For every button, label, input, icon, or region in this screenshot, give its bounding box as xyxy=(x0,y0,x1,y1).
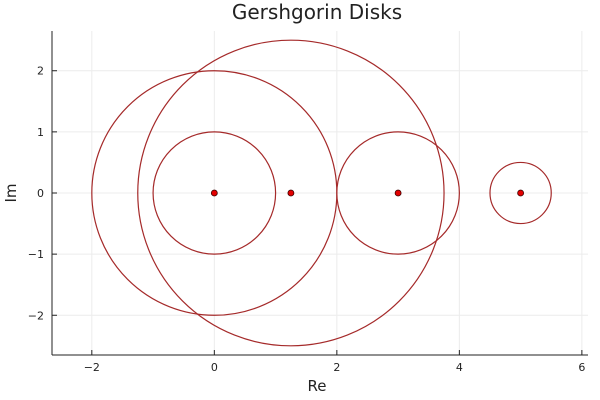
x-tick-label: 4 xyxy=(456,361,463,374)
eigen-center-point xyxy=(517,189,525,197)
grid-layer xyxy=(52,31,588,355)
axis-layer: −2 0 2 4 6 −2 −1 0 1 2 xyxy=(28,31,588,374)
disk-layer xyxy=(91,39,552,347)
eigen-center-point xyxy=(287,189,295,197)
y-tick-label: 0 xyxy=(37,187,44,200)
gershgorin-disk xyxy=(336,131,460,255)
y-tick-label: −2 xyxy=(28,309,44,322)
x-tick-label: 0 xyxy=(211,361,218,374)
gershgorin-disk xyxy=(489,161,552,225)
eigen-center-point xyxy=(210,189,218,197)
y-tick-label: 1 xyxy=(37,126,44,139)
y-tick-label: 2 xyxy=(37,65,44,78)
x-tick-label: 2 xyxy=(333,361,340,374)
gershgorin-disk xyxy=(137,39,445,347)
gershgorin-disk xyxy=(152,131,277,255)
x-tick-label: 6 xyxy=(578,361,585,374)
y-tick-label: −1 xyxy=(28,248,44,261)
eigen-center-point xyxy=(394,189,402,197)
point-layer xyxy=(210,189,525,197)
x-axis-label: Re xyxy=(308,377,327,395)
chart-title: Gershgorin Disks xyxy=(232,0,402,24)
y-axis-label: Im xyxy=(2,183,20,202)
x-tick-label: −2 xyxy=(84,361,100,374)
